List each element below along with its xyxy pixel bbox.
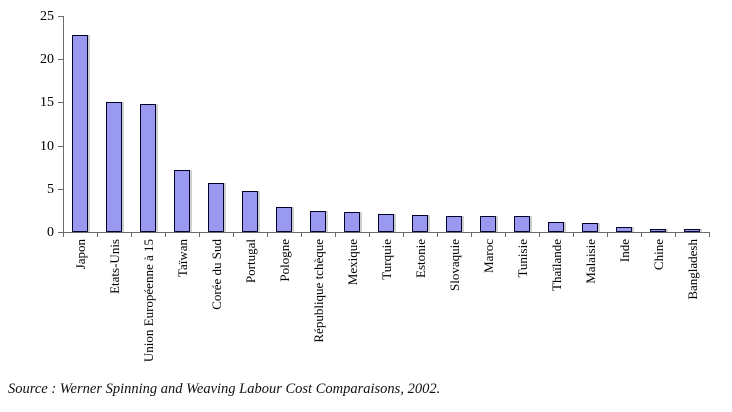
x-tick xyxy=(437,233,438,237)
x-category-label: Malaisie xyxy=(582,239,598,284)
x-category-label: Etats-Unis xyxy=(106,239,122,294)
bar xyxy=(72,35,88,232)
bar xyxy=(412,214,428,232)
bar xyxy=(310,211,326,232)
x-category-label: Pologne xyxy=(276,239,292,282)
x-category-label: Thaïlande xyxy=(548,239,564,291)
bar xyxy=(208,182,224,232)
bar xyxy=(140,104,156,232)
x-category-label: Taïwan xyxy=(174,239,190,278)
bar xyxy=(106,101,122,232)
x-category-label: République tchèque xyxy=(310,239,326,343)
y-tick-label: 20 xyxy=(40,52,54,67)
x-tick xyxy=(641,233,642,237)
y-tick-label: 0 xyxy=(47,225,54,240)
x-tick xyxy=(369,233,370,237)
x-tick xyxy=(301,233,302,237)
bar xyxy=(548,221,564,232)
bar xyxy=(582,222,598,232)
x-tick xyxy=(539,233,540,237)
x-category-label: Corée du Sud xyxy=(208,239,224,310)
bar xyxy=(276,206,292,232)
bar xyxy=(174,169,190,232)
y-tick xyxy=(58,16,63,17)
x-category-label: Portugal xyxy=(242,239,258,284)
y-tick-label: 25 xyxy=(40,9,54,24)
x-tick xyxy=(335,233,336,237)
bar xyxy=(378,213,394,232)
plot-area: 0 5 10 15 20 25 Japon Etats-Unis Union Européen… xyxy=(40,9,710,363)
x-category-label: Union Européenne à 15 xyxy=(140,239,156,363)
x-category-label: Mexique xyxy=(344,239,360,286)
y-axis xyxy=(63,16,64,232)
x-tick xyxy=(199,233,200,237)
x-tick xyxy=(267,233,268,237)
x-tick xyxy=(505,233,506,237)
y-tick xyxy=(58,189,63,190)
x-category-label: Japon xyxy=(72,239,88,270)
x-category-label: Tunisie xyxy=(514,239,530,278)
bar xyxy=(344,212,360,232)
x-category-label: Slovaquie xyxy=(446,239,462,291)
x-tick xyxy=(573,233,574,237)
y-tick-label: 10 xyxy=(40,139,54,154)
bar xyxy=(650,228,666,232)
x-tick xyxy=(131,233,132,237)
y-tick xyxy=(58,146,63,147)
x-category-label: Chine xyxy=(650,239,666,271)
x-axis xyxy=(63,232,710,233)
x-category-label: Maroc xyxy=(480,239,496,273)
x-category-label: Turquie xyxy=(378,239,394,280)
y-tick xyxy=(58,102,63,103)
source-caption: Source : Werner Spinning and Weaving Lab… xyxy=(8,381,441,397)
x-tick xyxy=(607,233,608,237)
x-tick xyxy=(403,233,404,237)
x-category-label: Bangladesh xyxy=(684,239,700,300)
bar xyxy=(242,190,258,232)
x-tick xyxy=(165,233,166,237)
y-tick-label: 15 xyxy=(40,95,54,110)
x-tick xyxy=(675,233,676,237)
x-category-label: Estonie xyxy=(412,239,428,278)
y-tick xyxy=(58,59,63,60)
x-tick xyxy=(97,233,98,237)
bar xyxy=(514,216,530,232)
y-tick xyxy=(58,232,63,233)
x-tick xyxy=(471,233,472,237)
bar xyxy=(684,229,700,232)
bar xyxy=(616,226,632,232)
x-category-label: Inde xyxy=(616,239,632,263)
x-tick xyxy=(63,233,64,237)
bar xyxy=(446,215,462,232)
y-tick-label: 5 xyxy=(47,182,54,197)
x-tick xyxy=(233,233,234,237)
x-tick xyxy=(709,233,710,237)
bar xyxy=(480,215,496,232)
